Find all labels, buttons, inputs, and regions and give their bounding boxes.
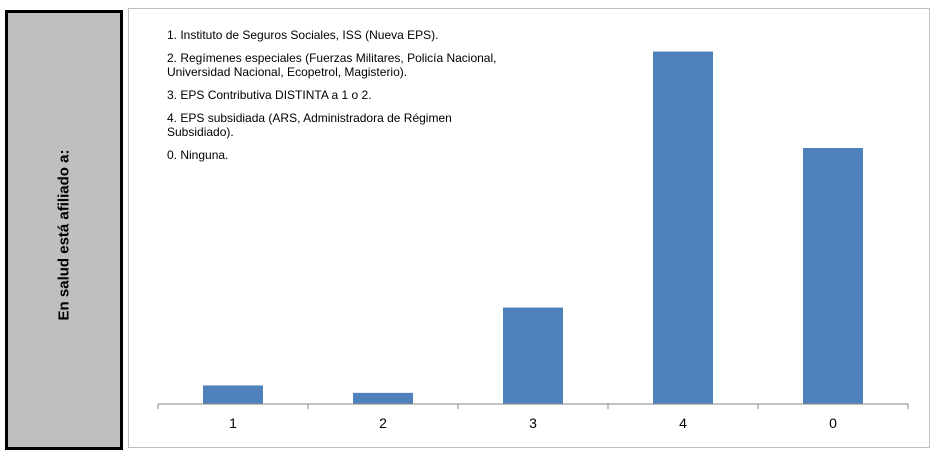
x-tick-label-4: 4 [679, 415, 687, 431]
bar-0 [803, 148, 863, 404]
x-tick-label-0: 0 [829, 415, 837, 431]
side-label-box [5, 10, 123, 450]
legend-entry-4: 4. EPS subsidiada (ARS, Administradora d… [167, 111, 452, 139]
bar-1 [203, 385, 263, 404]
side-panel: En salud está afiliado a: [0, 0, 128, 450]
x-axis: 1 2 3 4 0 [157, 403, 909, 431]
x-tick-label-2: 2 [379, 415, 387, 431]
legend-entry-2: 2. Regímenes especiales (Fuerzas Militar… [167, 51, 497, 79]
bar-chart: 1 2 3 4 0 [157, 51, 909, 431]
legend: 1. Instituto de Seguros Sociales, ISS (N… [167, 28, 497, 171]
bar-2 [353, 392, 413, 404]
legend-entry-0: 0. Ninguna. [167, 148, 229, 162]
x-tick-label-3: 3 [529, 415, 537, 431]
legend-entry-1: 1. Instituto de Seguros Sociales, ISS (N… [167, 28, 439, 42]
x-tick-label-1: 1 [229, 415, 237, 431]
legend-entry-3: 3. EPS Contributiva DISTINTA a 1 o 2. [167, 88, 372, 102]
bars-layer [203, 51, 863, 405]
bar-3 [503, 307, 563, 404]
bar-4 [653, 51, 713, 405]
